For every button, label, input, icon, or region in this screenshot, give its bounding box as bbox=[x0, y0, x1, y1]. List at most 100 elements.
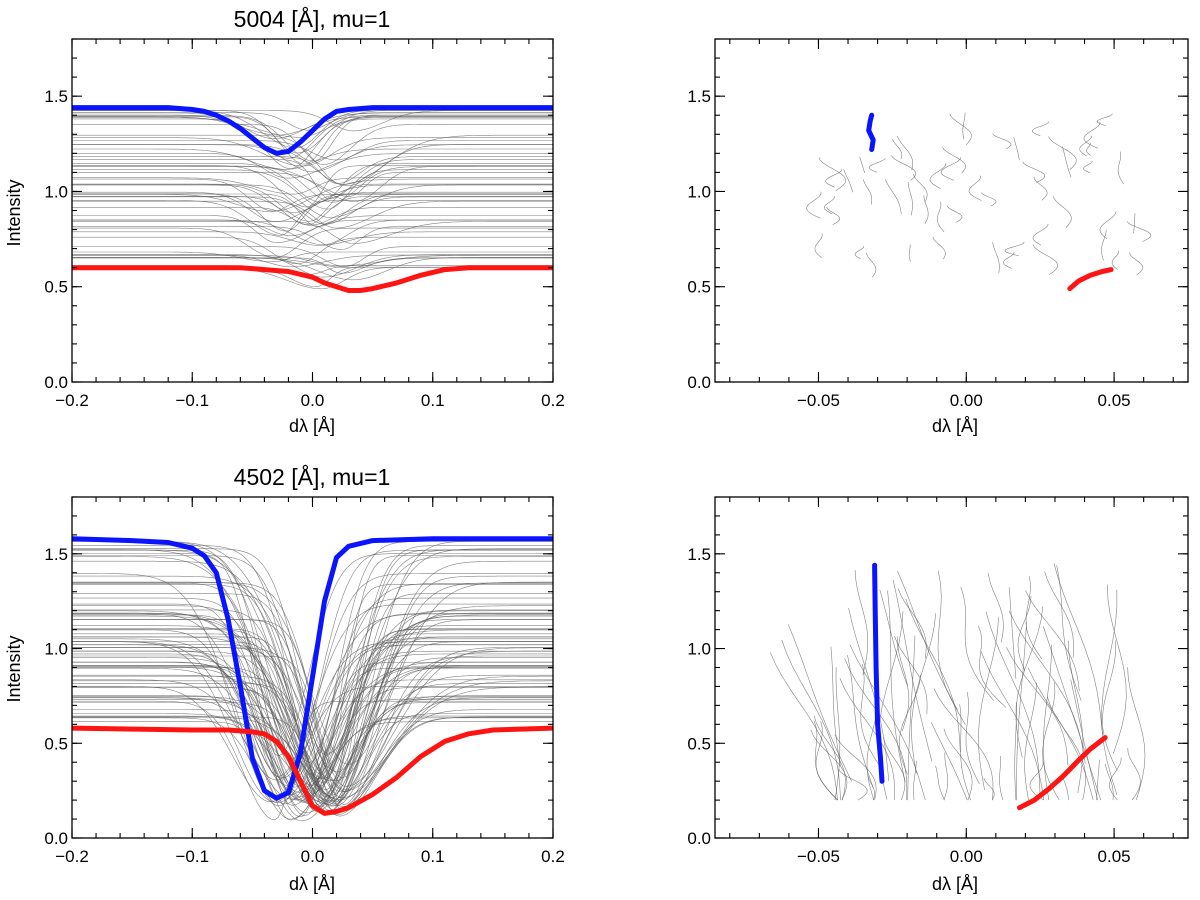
background-line bbox=[1062, 146, 1072, 178]
background-line bbox=[72, 647, 553, 787]
background-line bbox=[72, 221, 553, 244]
background-line bbox=[992, 133, 1012, 150]
y-tick-label: 0.5 bbox=[687, 734, 711, 753]
background-line bbox=[72, 196, 553, 225]
background-line bbox=[1101, 229, 1107, 261]
background-line bbox=[1044, 571, 1074, 658]
background-line bbox=[838, 769, 868, 801]
background-lines bbox=[72, 540, 553, 822]
background-line bbox=[1024, 682, 1037, 801]
background-line bbox=[72, 226, 553, 250]
ticks bbox=[71, 496, 554, 839]
background-line bbox=[72, 115, 553, 162]
y-tick-label: 1.5 bbox=[44, 545, 68, 564]
background-line bbox=[1017, 595, 1032, 671]
background-line bbox=[868, 157, 886, 173]
background-line bbox=[72, 597, 553, 798]
plot-area: −0.05 0.00 0.05 0.0 0.5 1.0 1.5 bbox=[687, 496, 1189, 866]
background-line bbox=[806, 191, 822, 219]
background-line bbox=[72, 548, 553, 754]
background-line bbox=[72, 573, 553, 807]
y-tick-label: 0.5 bbox=[44, 278, 68, 297]
background-line bbox=[1032, 224, 1049, 246]
background-line bbox=[818, 157, 847, 191]
background-line bbox=[1003, 251, 1015, 269]
background-line bbox=[72, 137, 553, 167]
background-line bbox=[72, 207, 553, 226]
background-line bbox=[1004, 241, 1025, 256]
background-line bbox=[897, 570, 958, 711]
series-line-red bbox=[72, 265, 553, 293]
background-line bbox=[992, 242, 1000, 274]
background-line bbox=[894, 635, 928, 715]
panel-5004-bisectors: dλ [Å] −0.05 0.00 0.05 0.0 0.5 1.0 1.5 bbox=[687, 38, 1189, 436]
background-line bbox=[72, 697, 553, 822]
background-line bbox=[892, 139, 903, 160]
series-line-red bbox=[1017, 735, 1108, 811]
background-line bbox=[815, 721, 839, 801]
background-line bbox=[1101, 589, 1118, 795]
background-line bbox=[72, 716, 553, 817]
background-line bbox=[72, 593, 553, 803]
y-tick-label: 0.0 bbox=[44, 829, 68, 848]
background-line bbox=[72, 144, 553, 186]
y-tick-label: 0.0 bbox=[44, 373, 68, 392]
background-line bbox=[1079, 135, 1092, 157]
background-line bbox=[1117, 151, 1124, 185]
background-line bbox=[949, 113, 972, 146]
background-line bbox=[867, 775, 875, 801]
x-tick-label: 0.00 bbox=[950, 847, 983, 866]
background-line bbox=[72, 156, 553, 184]
panel-title: 5004 [Å], mu=1 bbox=[234, 5, 391, 32]
plot-content bbox=[72, 105, 553, 293]
background-line bbox=[942, 147, 966, 174]
background-line bbox=[72, 603, 553, 777]
background-line bbox=[962, 112, 966, 140]
plot-content bbox=[806, 112, 1152, 292]
background-line bbox=[959, 704, 971, 801]
x-axis-label: dλ [Å] bbox=[289, 416, 335, 436]
y-tick-label: 1.5 bbox=[687, 545, 711, 564]
background-line bbox=[72, 655, 553, 811]
background-line bbox=[72, 118, 553, 169]
background-line bbox=[72, 159, 553, 200]
background-line bbox=[1014, 702, 1017, 801]
background-line bbox=[931, 722, 968, 801]
background-line bbox=[72, 609, 553, 793]
x-tick-label: 0.05 bbox=[1098, 847, 1131, 866]
y-axis-label: Intensity bbox=[4, 179, 24, 246]
background-line bbox=[72, 583, 553, 788]
background-line bbox=[943, 728, 973, 801]
plot-content bbox=[72, 536, 553, 822]
background-line bbox=[72, 686, 553, 803]
background-line bbox=[1083, 121, 1101, 149]
background-line bbox=[896, 636, 910, 732]
background-line bbox=[1056, 565, 1082, 701]
background-line bbox=[937, 570, 966, 725]
background-line bbox=[72, 114, 553, 159]
background-line bbox=[913, 174, 928, 202]
background-line bbox=[1025, 576, 1043, 660]
background-line bbox=[72, 116, 553, 165]
panel-title: 4502 [Å], mu=1 bbox=[234, 463, 391, 490]
background-line bbox=[72, 615, 553, 799]
ticks bbox=[715, 38, 1188, 383]
background-line bbox=[847, 655, 874, 788]
background-line bbox=[854, 246, 865, 259]
background-line bbox=[936, 201, 945, 232]
background-line bbox=[824, 196, 835, 215]
background-line bbox=[1083, 160, 1093, 173]
background-line bbox=[911, 613, 937, 774]
background-line bbox=[923, 195, 929, 224]
background-line bbox=[1027, 667, 1094, 801]
background-line bbox=[978, 617, 999, 791]
y-tick-label: 1.0 bbox=[687, 182, 711, 201]
background-line bbox=[981, 192, 997, 207]
background-line bbox=[907, 635, 916, 801]
x-tick-label: 0.0 bbox=[301, 847, 325, 866]
y-tick-label: 0.5 bbox=[687, 278, 711, 297]
background-line bbox=[1033, 176, 1048, 201]
y-tick-label: 0.0 bbox=[687, 373, 711, 392]
background-line bbox=[72, 219, 553, 246]
background-line bbox=[1111, 250, 1119, 270]
